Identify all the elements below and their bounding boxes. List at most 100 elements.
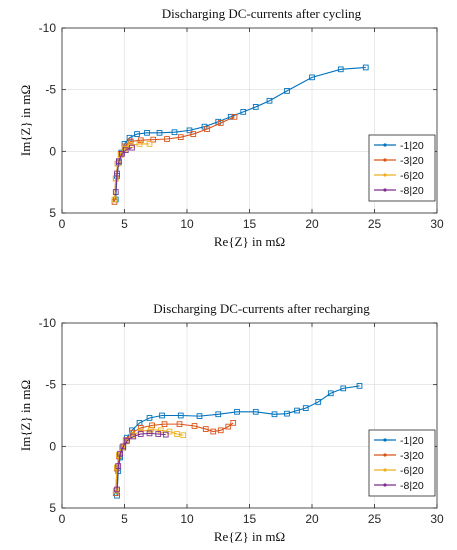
data-point (161, 421, 168, 427)
series-line (116, 432, 166, 490)
x-tick-label: 20 (305, 217, 319, 231)
legend-label: -1|20 (400, 435, 424, 447)
y-tick-label: -10 (39, 21, 57, 35)
data-point (146, 415, 153, 421)
legend: -1|20 -3|20 -6|20 -8|20 (368, 134, 436, 202)
y-tick-label: 5 (49, 206, 56, 220)
data-point (309, 74, 315, 81)
data-point (116, 452, 122, 458)
legend-label: -1|20 (400, 140, 424, 152)
data-point (111, 196, 118, 203)
data-point (156, 129, 163, 136)
legend-entry: -6|20 (374, 170, 424, 182)
legend-marker (383, 468, 387, 472)
data-point (112, 487, 119, 494)
legend-marker (383, 438, 387, 442)
data-point (204, 126, 210, 132)
series--3|20 (111, 113, 238, 205)
data-point (137, 137, 144, 144)
data-point (284, 410, 290, 417)
series--1|20 (112, 64, 369, 203)
data-point (137, 424, 144, 431)
data-point (196, 413, 203, 419)
data-point (114, 464, 120, 471)
y-tick-label: 5 (49, 501, 56, 515)
data-point (174, 431, 180, 437)
series-line (115, 66, 366, 200)
data-point (155, 431, 162, 437)
legend-marker (383, 143, 387, 147)
data-point (164, 136, 170, 142)
data-point (294, 407, 300, 414)
x-tick-label: 5 (121, 512, 128, 526)
data-point (337, 66, 344, 73)
data-point (340, 385, 347, 392)
legend-label: -6|20 (400, 465, 424, 477)
series--8|20 (114, 430, 169, 493)
data-point (149, 422, 155, 429)
x-axis-title: Re{Z} in mΩ (214, 529, 285, 544)
series-line (115, 147, 133, 193)
x-tick-label: 10 (180, 217, 194, 231)
legend-label: -8|20 (400, 185, 424, 197)
data-point (227, 113, 234, 120)
y-tick-label: -10 (39, 316, 57, 330)
chart-title: Discharging DC-currents after cycling (162, 6, 362, 21)
data-point (240, 109, 247, 115)
data-point (217, 120, 224, 126)
x-tick-label: 25 (368, 512, 382, 526)
x-axis-title: Re{Z} in mΩ (214, 234, 285, 249)
data-point (120, 443, 127, 450)
data-point (271, 411, 278, 418)
data-point (147, 426, 154, 433)
legend-entry: -3|20 (374, 155, 424, 167)
x-tick-label: 15 (243, 512, 257, 526)
data-point (114, 170, 120, 177)
data-point (112, 189, 119, 195)
data-point (327, 390, 334, 397)
data-point (210, 428, 217, 435)
data-point (177, 134, 184, 141)
data-point (159, 412, 165, 419)
data-point (137, 431, 144, 437)
legend-label: -3|20 (400, 155, 424, 167)
y-axis-title: Im{Z} in mΩ (18, 85, 33, 156)
x-tick-label: 5 (121, 217, 128, 231)
data-point (191, 423, 198, 429)
legend-marker (383, 173, 387, 177)
data-point (117, 450, 123, 457)
data-point (266, 97, 273, 104)
data-point (134, 131, 140, 137)
data-point (190, 131, 197, 137)
legend-entry: -1|20 (374, 140, 424, 152)
y-tick-label: -5 (45, 378, 56, 392)
series-line (116, 385, 360, 496)
data-point (119, 150, 125, 157)
data-point (230, 420, 237, 426)
legend-entry: -8|20 (374, 480, 424, 492)
data-point (116, 158, 122, 165)
y-tick-label: 0 (49, 144, 56, 158)
data-point (202, 426, 209, 432)
data-point (130, 433, 137, 440)
data-point (180, 432, 187, 439)
series--8|20 (112, 144, 135, 195)
data-point (150, 136, 157, 143)
y-tick-label: 0 (49, 439, 56, 453)
x-tick-label: 30 (430, 217, 444, 231)
legend-marker (383, 158, 387, 162)
legend-marker (383, 188, 387, 192)
legend-entry: -3|20 (374, 450, 424, 462)
series--6|20 (112, 426, 187, 494)
x-tick-label: 10 (180, 512, 194, 526)
data-point (162, 431, 169, 438)
data-point (362, 64, 369, 71)
data-point (177, 412, 184, 419)
data-point (136, 141, 143, 147)
legend-marker (383, 483, 387, 487)
legend: -1|20 -3|20 -6|20 -8|20 (368, 429, 436, 497)
x-tick-label: 15 (243, 217, 257, 231)
